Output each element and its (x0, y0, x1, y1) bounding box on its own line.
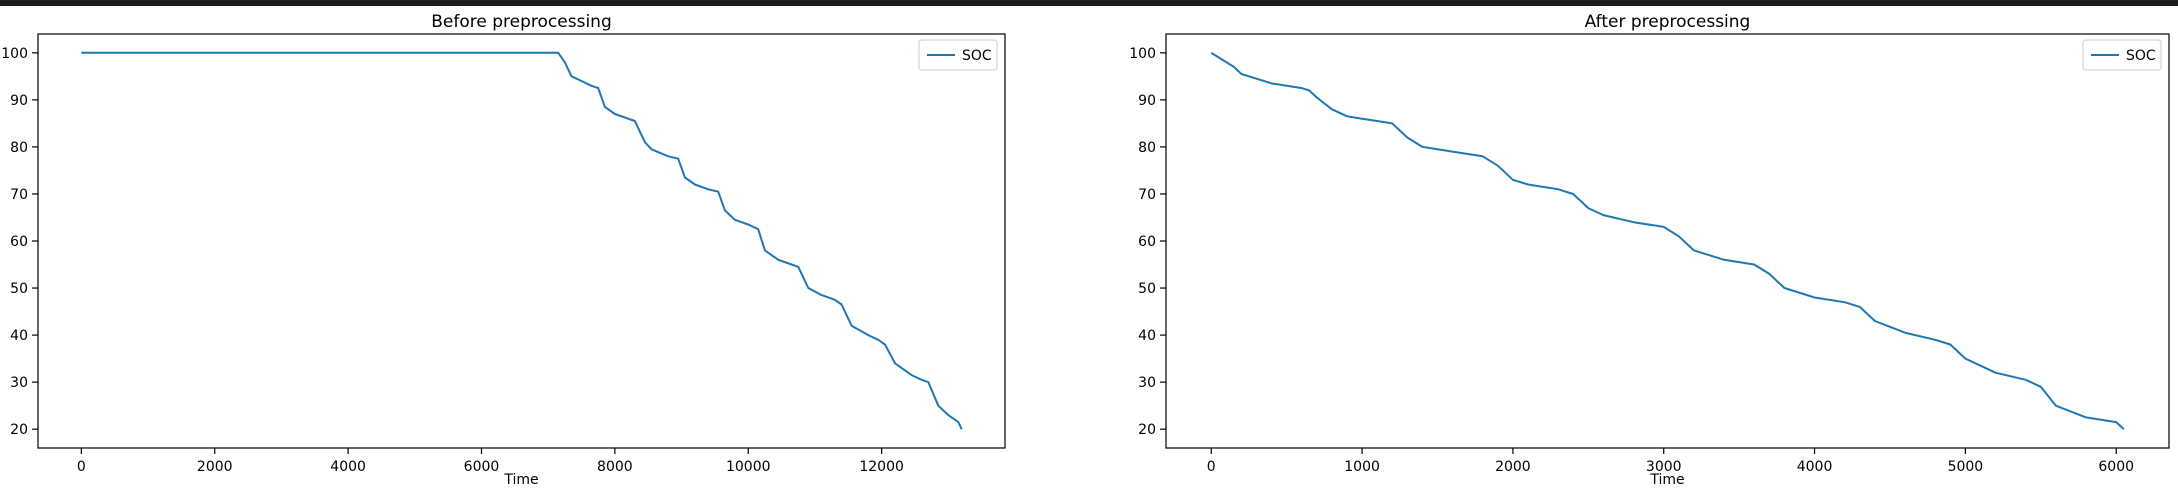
y-tick-label: 100 (1129, 46, 1156, 62)
y-tick-label: 90 (10, 93, 28, 109)
x-tick-label: 8000 (597, 459, 633, 475)
chart-title: After preprocessing (1585, 12, 1751, 32)
y-tick-label: 30 (10, 375, 28, 391)
x-tick-label: 2000 (197, 459, 233, 475)
series-line-soc (1210, 51, 2125, 430)
x-tick-label: 1000 (1344, 459, 1380, 475)
series-line-soc (81, 51, 963, 430)
y-tick-label: 50 (1138, 281, 1156, 297)
y-tick-label: 40 (10, 328, 28, 344)
x-tick-label: 0 (1207, 459, 1216, 475)
y-tick-label: 40 (1138, 328, 1156, 344)
x-axis-label: Time (1649, 472, 1684, 488)
x-tick-label: 4000 (1797, 459, 1833, 475)
y-tick-label: 70 (1138, 187, 1156, 203)
y-tick-label: 80 (10, 140, 28, 156)
window-top-bar (0, 0, 2178, 6)
x-tick-label: 0 (77, 459, 86, 475)
y-tick-label: 60 (1138, 234, 1156, 250)
chart-title: Before preprocessing (431, 12, 611, 32)
chart-after-preprocessing: After preprocessing 0 1000 2000 3000 4000 5000… (1129, 12, 2170, 488)
chart-before-preprocessing: Before preprocessing 0 2000 4000 6000 8000 100… (1, 12, 1006, 488)
y-tick-label: 30 (1138, 375, 1156, 391)
x-axis-label: Time (503, 472, 538, 488)
x-tick-label: 12000 (859, 459, 904, 475)
y-tick-label: 20 (10, 422, 28, 438)
y-tick-label: 70 (10, 187, 28, 203)
x-tick-label: 2000 (1495, 459, 1531, 475)
x-tick-label: 10000 (726, 459, 771, 475)
y-tick-label: 100 (1, 46, 28, 62)
x-tick-label: 5000 (1948, 459, 1984, 475)
legend: SOC (918, 39, 998, 71)
x-tick-label: 4000 (330, 459, 366, 475)
y-tick-label: 60 (10, 234, 28, 250)
legend-label: SOC (962, 48, 992, 64)
legend-box (918, 39, 998, 71)
legend-box (2082, 39, 2162, 71)
y-tick-label: 90 (1138, 93, 1156, 109)
y-tick-label: 50 (10, 281, 28, 297)
x-tick-label: 3000 (1646, 459, 1682, 475)
plot-frame (37, 33, 1006, 449)
y-tick-label: 80 (1138, 140, 1156, 156)
x-tick-label: 6000 (2098, 459, 2134, 475)
y-tick-label: 20 (1138, 422, 1156, 438)
legend: SOC (2082, 39, 2162, 71)
x-tick-label: 6000 (464, 459, 500, 475)
legend-label: SOC (2126, 48, 2156, 64)
